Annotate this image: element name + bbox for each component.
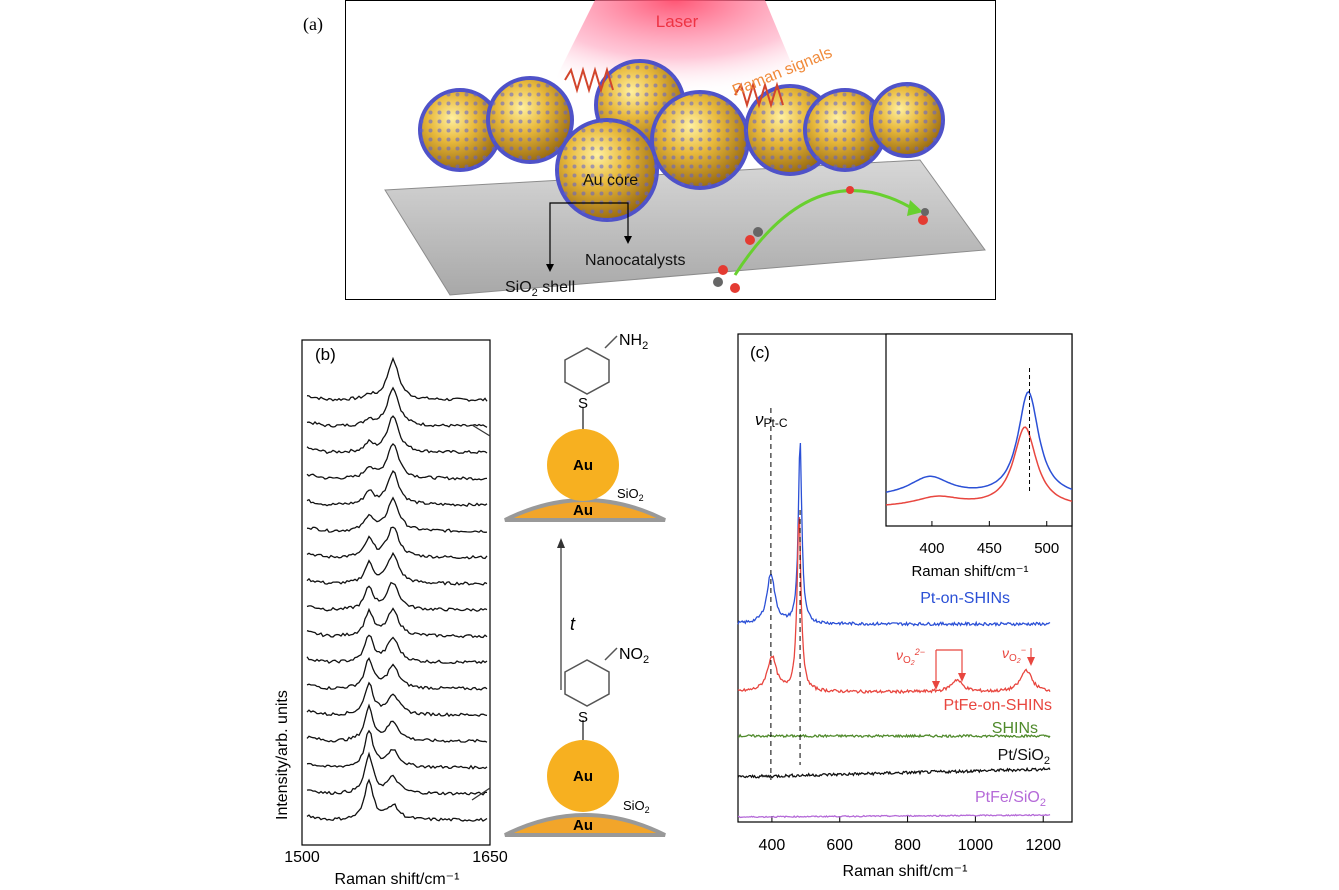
bottom-benzene-ring xyxy=(564,659,610,707)
spectrum-line xyxy=(306,526,488,560)
xtick-label: 1200 xyxy=(1025,837,1061,854)
inset-frame xyxy=(885,333,1073,527)
top-pointer-arrow xyxy=(471,424,491,437)
bottom-substrate xyxy=(504,813,666,837)
panel-b-xtick-left: 1500 xyxy=(284,849,320,866)
top-substrate xyxy=(504,498,666,522)
xtick-label: 800 xyxy=(894,837,921,854)
inset-spectrum-1 xyxy=(885,390,1073,493)
spectrum-line xyxy=(306,470,488,507)
inset-xtick-label: 400 xyxy=(919,540,944,557)
xtick-label: 1000 xyxy=(958,837,994,854)
spectrum-4 xyxy=(737,766,1051,779)
series-labels: Pt-on-SHINs PtFe-on-SHINs SHINs Pt/SiO2 PtFe… xyxy=(920,590,1052,809)
spectrum-1 xyxy=(737,442,1051,627)
inset-xlabel: Raman shift/cm⁻¹ xyxy=(911,563,1028,580)
inset-xtick-label: 500 xyxy=(1034,540,1059,557)
spectrum-5 xyxy=(737,813,1051,819)
spectrum-line xyxy=(306,386,488,428)
spectrum-line xyxy=(306,442,488,481)
xtick-label: 400 xyxy=(759,837,786,854)
spectrum-line xyxy=(306,729,488,770)
reaction-arrow xyxy=(733,189,916,276)
panel-b-xtick-right: 1650 xyxy=(472,849,508,866)
top-nh2-label: NH2 xyxy=(619,332,648,352)
inset-spectrum-2 xyxy=(885,426,1073,506)
top-sub-au-label: Au xyxy=(573,502,593,519)
panel-c-spectra xyxy=(737,442,1051,819)
molecules xyxy=(713,186,929,293)
spectrum-line xyxy=(306,356,488,402)
panel-a-label: (a) xyxy=(303,14,323,34)
top-au-label: Au xyxy=(573,457,593,474)
nu-o2-2-label: νO22− xyxy=(896,647,925,667)
top-au-particle xyxy=(547,429,619,501)
spectrum-line xyxy=(306,656,488,691)
au-core-label: Au core xyxy=(583,172,638,189)
series-label-1: Pt-on-SHINs xyxy=(920,590,1010,607)
panel-b-schematic: S Au Au SiO2 NH2 t S Au Au SiO2 NO2 xyxy=(471,332,666,837)
series-label-5: PtFe/SiO2 xyxy=(975,789,1046,809)
series-label-2: PtFe-on-SHINs xyxy=(944,697,1052,714)
raman-wave-right xyxy=(734,81,784,109)
bottom-au-label: Au xyxy=(573,768,593,785)
spectrum-line xyxy=(306,703,488,743)
bottom-sub-au-label: Au xyxy=(573,817,593,834)
callout-lines xyxy=(549,202,629,268)
spectrum-line xyxy=(306,415,488,455)
bottom-sio2-label: SiO2 xyxy=(623,798,650,815)
bottom-pointer-arrow xyxy=(471,787,491,801)
superoxide-annotations: νO22− νO2− xyxy=(896,645,1035,690)
top-sio2-label: SiO2 xyxy=(617,486,644,503)
spectrum-3 xyxy=(738,733,1051,739)
panel-b-plot-frame xyxy=(301,339,491,846)
top-benzene-ring xyxy=(564,347,610,395)
series-label-4: Pt/SiO2 xyxy=(998,747,1050,767)
inset-xtick-label: 450 xyxy=(977,540,1002,557)
inset-xticks: 400 450 500 xyxy=(919,521,1059,557)
spectrum-2 xyxy=(737,517,1051,695)
reaction-arrowhead xyxy=(907,200,923,216)
nanocatalysts-label: Nanocatalysts xyxy=(585,252,686,269)
xtick-label: 600 xyxy=(826,837,853,854)
nanoparticles xyxy=(418,59,945,222)
callout-arrow-catalyst xyxy=(624,236,632,244)
inset: 400 450 500 Raman shift/cm⁻¹ xyxy=(885,333,1073,580)
top-sulfur: S xyxy=(578,395,588,412)
panel-b-spectra xyxy=(306,356,488,822)
laser-label: Laser xyxy=(656,12,699,31)
panel-a-illustration: Laser Raman signals Au core Nanocatalyst… xyxy=(345,0,996,300)
inset-spectra xyxy=(885,390,1073,506)
panel-b-ylabel: Intensity/arb. units xyxy=(274,690,291,820)
panel-c-xlabel: Raman shift/cm⁻¹ xyxy=(843,863,968,880)
spectrum-line xyxy=(306,751,488,796)
sio2-shell-label: SiO2 shell xyxy=(505,279,575,299)
spectrum-line xyxy=(306,634,488,665)
nu-o2-label: νO2− xyxy=(1002,645,1026,665)
panel-b-xlabel: Raman shift/cm⁻¹ xyxy=(335,871,460,888)
spectrum-line xyxy=(306,681,488,718)
spectrum-line xyxy=(306,496,488,533)
spectrum-line xyxy=(306,581,488,612)
bottom-sulfur: S xyxy=(578,709,588,726)
panel-b-label: (b) xyxy=(315,345,336,364)
series-label-3: SHINs xyxy=(992,720,1038,737)
callout-arrow-shell xyxy=(546,264,554,272)
substrate xyxy=(384,159,986,296)
spectrum-line xyxy=(306,607,488,639)
bottom-no2-label: NO2 xyxy=(619,646,649,666)
time-label: t xyxy=(570,614,576,634)
spectrum-line xyxy=(306,551,488,586)
spectrum-line xyxy=(306,778,488,822)
panel-c-label: (c) xyxy=(750,343,770,362)
panel-b: (b) Intensity/arb. units 1500 1650 Raman… xyxy=(274,332,666,888)
bottom-au-particle xyxy=(547,740,619,812)
panel-c-xticks: 400 600 800 1000 1200 xyxy=(759,816,1061,854)
nu-ptc-label: νPt-C xyxy=(755,410,788,430)
panel-c: (c) 400 600 800 1000 1200 Raman shift/cm⁻¹ ν… xyxy=(737,333,1073,880)
raman-wave-left xyxy=(564,66,614,94)
